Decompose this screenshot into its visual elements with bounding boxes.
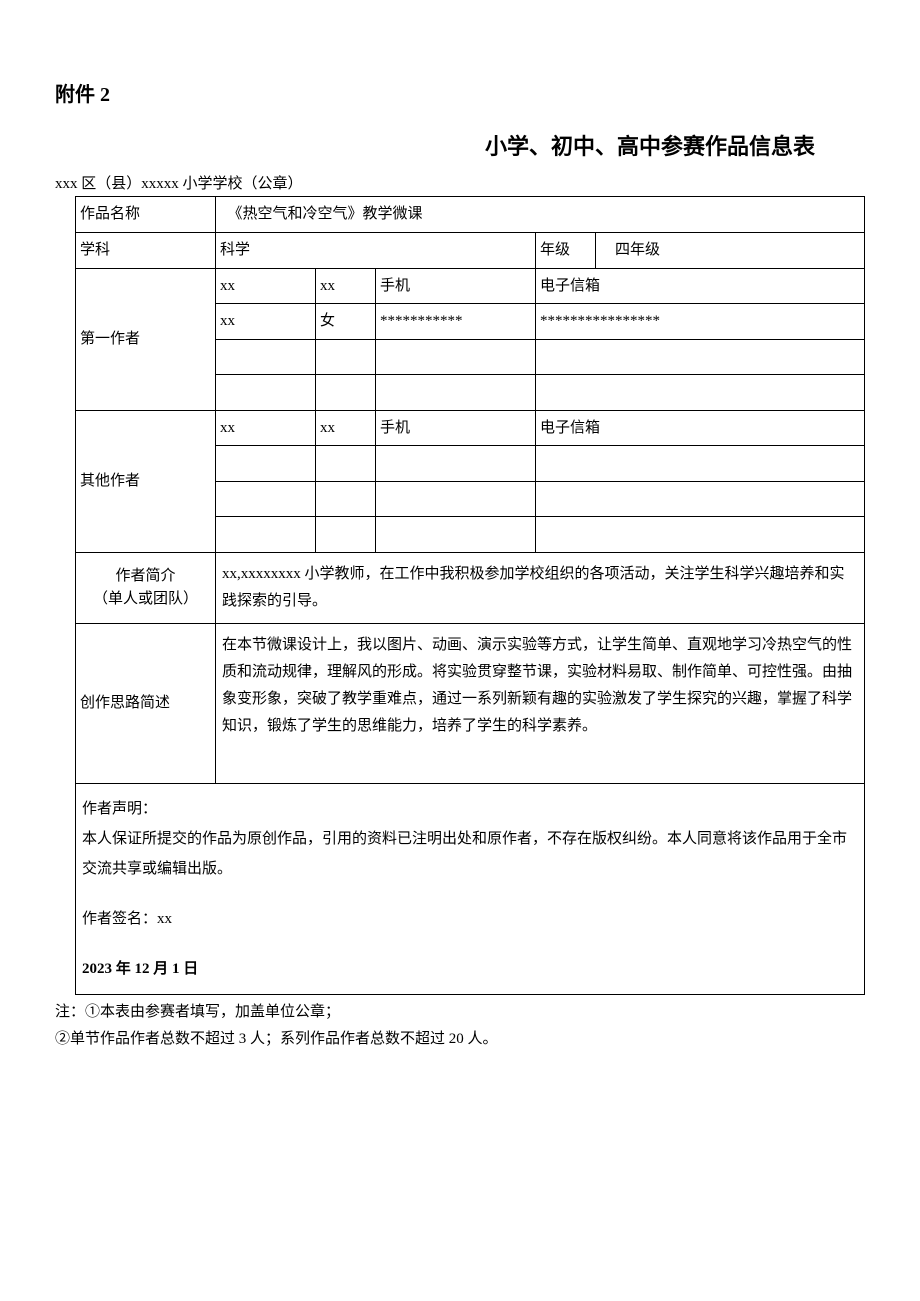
author1-h1: xx — [216, 268, 316, 304]
table-row: 第一作者 xx xx 手机 电子信箱 — [76, 268, 865, 304]
author1-gender: 女 — [316, 304, 376, 340]
declaration-date: 2023 年 12 月 1 日 — [82, 954, 858, 984]
empty-cell — [376, 446, 536, 482]
author1-phone: *********** — [376, 304, 536, 340]
school-line: xxx 区（县）xxxxx 小学学校（公章） — [55, 173, 865, 196]
author1-h4: 电子信箱 — [536, 268, 865, 304]
empty-cell — [316, 339, 376, 375]
work-name-value: 《热空气和冷空气》教学微课 — [216, 196, 865, 232]
bio-label: 作者简介 （单人或团队） — [76, 552, 216, 623]
note-line-2: ②单节作品作者总数不超过 3 人；系列作品作者总数不超过 20 人。 — [55, 1026, 865, 1053]
author1-h3: 手机 — [376, 268, 536, 304]
attachment-label: 附件 2 — [55, 80, 865, 110]
table-row: 创作思路简述 在本节微课设计上，我以图片、动画、演示实验等方式，让学生简单、直观… — [76, 623, 865, 783]
declaration-title: 作者声明： — [82, 794, 858, 824]
empty-cell — [376, 481, 536, 517]
empty-cell — [536, 517, 865, 553]
declaration-body: 本人保证所提交的作品为原创作品，引用的资料已注明出处和原作者，不存在版权纠纷。本… — [82, 824, 858, 884]
idea-label: 创作思路简述 — [76, 623, 216, 783]
info-table: 作品名称 《热空气和冷空气》教学微课 学科 科学 年级 四年级 第一作者 xx … — [75, 196, 865, 995]
empty-cell — [216, 481, 316, 517]
subject-label: 学科 — [76, 232, 216, 268]
empty-cell — [216, 375, 316, 411]
empty-cell — [376, 517, 536, 553]
other-h2: xx — [316, 410, 376, 446]
declaration-cell: 作者声明： 本人保证所提交的作品为原创作品，引用的资料已注明出处和原作者，不存在… — [76, 783, 865, 994]
note-line-1: 注：①本表由参赛者填写，加盖单位公章； — [55, 999, 865, 1026]
work-name-label: 作品名称 — [76, 196, 216, 232]
table-row: 作者声明： 本人保证所提交的作品为原创作品，引用的资料已注明出处和原作者，不存在… — [76, 783, 865, 994]
idea-value: 在本节微课设计上，我以图片、动画、演示实验等方式，让学生简单、直观地学习冷热空气… — [216, 623, 865, 783]
first-author-label: 第一作者 — [76, 268, 216, 410]
empty-cell — [316, 481, 376, 517]
empty-cell — [536, 375, 865, 411]
author1-h2: xx — [316, 268, 376, 304]
empty-cell — [376, 375, 536, 411]
grade-label: 年级 — [536, 232, 596, 268]
page-title: 小学、初中、高中参赛作品信息表 — [435, 130, 865, 163]
other-h1: xx — [216, 410, 316, 446]
empty-cell — [376, 339, 536, 375]
table-row: 作品名称 《热空气和冷空气》教学微课 — [76, 196, 865, 232]
empty-cell — [216, 339, 316, 375]
other-authors-label: 其他作者 — [76, 410, 216, 552]
empty-cell — [536, 481, 865, 517]
table-row: 其他作者 xx xx 手机 电子信箱 — [76, 410, 865, 446]
author1-email: **************** — [536, 304, 865, 340]
table-row: 学科 科学 年级 四年级 — [76, 232, 865, 268]
empty-cell — [536, 339, 865, 375]
other-h4: 电子信箱 — [536, 410, 865, 446]
table-row: 作者简介 （单人或团队） xx,xxxxxxxx 小学教师，在工作中我积极参加学… — [76, 552, 865, 623]
subject-value: 科学 — [216, 232, 536, 268]
grade-value: 四年级 — [596, 232, 865, 268]
notes: 注：①本表由参赛者填写，加盖单位公章； ②单节作品作者总数不超过 3 人；系列作… — [55, 999, 865, 1053]
author1-name: xx — [216, 304, 316, 340]
empty-cell — [216, 517, 316, 553]
empty-cell — [536, 446, 865, 482]
empty-cell — [316, 517, 376, 553]
empty-cell — [316, 446, 376, 482]
empty-cell — [316, 375, 376, 411]
bio-value: xx,xxxxxxxx 小学教师，在工作中我积极参加学校组织的各项活动，关注学生… — [216, 552, 865, 623]
declaration-sign: 作者签名：xx — [82, 904, 858, 934]
other-h3: 手机 — [376, 410, 536, 446]
empty-cell — [216, 446, 316, 482]
